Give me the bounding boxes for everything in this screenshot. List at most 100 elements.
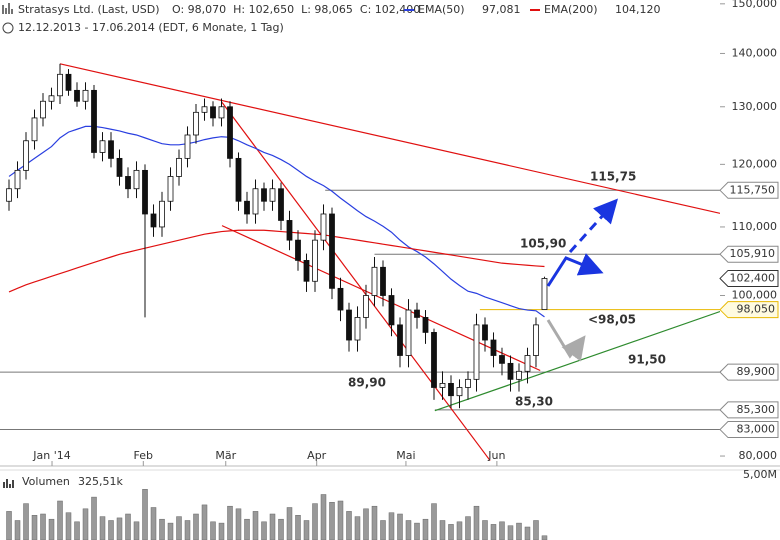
candle-body (133, 169, 140, 190)
volume-bar (405, 520, 412, 540)
volume-bar (414, 522, 420, 540)
clock-icon (2, 22, 14, 34)
volume-bar (312, 503, 318, 540)
candle-body (82, 89, 89, 102)
volume-bar (210, 521, 216, 540)
volume-bar (507, 525, 514, 540)
candle-body (448, 382, 454, 397)
volume-bar (499, 521, 505, 540)
subtitle: 12.12.2013 - 17.06.2014 (EDT, 6 Monate, … (18, 21, 284, 34)
level-box (719, 181, 779, 199)
annotations: 105,90 115,75 <98,05 91,50 89,90 85,30 (348, 170, 666, 409)
candle-body (405, 309, 412, 356)
candle-body (439, 382, 446, 388)
candle-body (261, 188, 267, 202)
volume-bar (193, 513, 199, 540)
volume-bar (252, 511, 259, 540)
candle-body (473, 324, 480, 380)
x-tick-label: Feb (134, 449, 153, 462)
candle-body (354, 317, 361, 341)
x-tick-label: Apr (307, 449, 327, 462)
y-tick-label: 100,000 (732, 289, 778, 302)
volume-bar (201, 504, 208, 540)
arrow (568, 198, 619, 254)
volume-bar (14, 520, 21, 540)
candle-body (150, 213, 157, 228)
candle-body (201, 106, 208, 113)
volume-bar (176, 516, 182, 540)
last-price-label: 102,400 (730, 271, 776, 284)
volume-bar (490, 524, 497, 540)
annotation: <98,05 (588, 313, 636, 327)
volume-pane: 5,00M (6, 468, 777, 540)
candle-body (218, 106, 225, 119)
chart-icon (2, 3, 13, 14)
candle-body (295, 239, 301, 261)
volume-bar (142, 489, 148, 540)
volume-bar (482, 520, 488, 540)
trendline (221, 101, 491, 461)
candle-body (227, 106, 233, 159)
candle-body (516, 370, 522, 380)
volume-bar (167, 522, 174, 540)
volume-bar (473, 505, 480, 540)
volume-icon (3, 479, 14, 488)
candle-body (91, 89, 97, 153)
x-tick-label: Mai (396, 449, 415, 462)
volume-bar (23, 503, 29, 540)
legend-label: EMA(200) (544, 3, 598, 16)
candle-body (57, 73, 63, 97)
candle-body (278, 188, 284, 221)
volume-bar (516, 522, 522, 540)
x-tick-label: Mär (215, 449, 236, 462)
legend-label: EMA(50) (418, 3, 465, 16)
last-price-box (719, 269, 779, 287)
candle-body (456, 387, 463, 397)
volume-bar (269, 513, 276, 540)
volume-bar (541, 535, 548, 540)
candle-body (167, 176, 174, 202)
candle-body (337, 287, 344, 311)
level-box (719, 401, 779, 419)
candle-body (14, 169, 21, 190)
volume-bar (397, 513, 403, 540)
volume-bar (371, 505, 378, 540)
volume-legend: Volumen 325,51k (3, 475, 123, 488)
level-box (719, 245, 779, 263)
volume-bar (116, 517, 123, 540)
candle-body (159, 200, 165, 228)
candle-body (414, 309, 420, 318)
candle-body (244, 200, 250, 215)
volume-bar (380, 520, 386, 540)
candle-body (23, 140, 29, 171)
volume-bar (329, 502, 335, 540)
volume-bar (295, 515, 301, 540)
volume-bar (278, 518, 284, 540)
volume-bar (261, 521, 267, 540)
annotation: 115,75 (590, 170, 636, 184)
candle-body (210, 106, 216, 119)
level-label: 89,900 (737, 365, 776, 378)
volume-bar (99, 516, 106, 540)
candle-body (125, 176, 131, 190)
y-tick-label: 130,000 (732, 100, 778, 113)
ema-line (8, 229, 545, 293)
candle-body (541, 278, 548, 310)
candle-body (303, 260, 310, 282)
candle-body (465, 378, 471, 388)
level-label: 85,300 (737, 403, 776, 416)
arrow (546, 319, 586, 362)
candle-body (524, 355, 531, 372)
volume-bar (6, 511, 12, 540)
volume-bar (31, 515, 38, 540)
y-tick-label: 120,000 (732, 157, 778, 170)
y-tick-label: 80,000 (739, 449, 778, 462)
candle-body (74, 89, 80, 102)
volume-bar (133, 521, 140, 540)
volume-bar (65, 512, 72, 540)
candle-body (346, 309, 352, 341)
candle-body (252, 188, 259, 215)
candle-body (312, 239, 318, 282)
volume-bar (524, 526, 531, 540)
